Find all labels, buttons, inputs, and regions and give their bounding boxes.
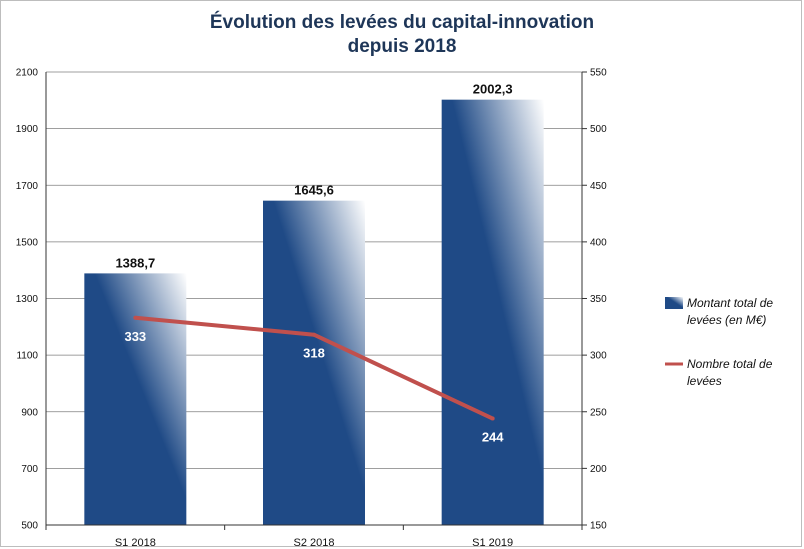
- y-left-tick-label: 2100: [16, 68, 39, 79]
- legend-bar-label-line-1: Montant total de: [687, 296, 773, 310]
- line-value-label: 333: [124, 329, 146, 344]
- x-category-label: S1 2019: [472, 537, 513, 548]
- y-right-tick-label: 150: [590, 521, 607, 532]
- legend: Montant total de levées (en M€) Nombre t…: [665, 296, 773, 388]
- chart-title-line-2: depuis 2018: [348, 36, 457, 57]
- bar-value-label: 1388,7: [115, 255, 155, 270]
- bar-value-label: 1645,6: [294, 183, 334, 198]
- line-point: [133, 315, 138, 320]
- chart-title-line-1: Évolution des levées du capital-innovati…: [210, 11, 594, 33]
- y-right-tick-label: 300: [590, 351, 607, 362]
- y-left-tick-label: 700: [21, 464, 38, 475]
- legend-bar-label-line-2: levées (en M€): [687, 313, 766, 327]
- y-left-tick-label: 1300: [16, 294, 39, 305]
- y-left-tick-label: 900: [21, 407, 38, 418]
- y-right-tick-label: 450: [590, 181, 607, 192]
- line-value-label: 318: [303, 346, 325, 361]
- y-right-tick-label: 550: [590, 68, 607, 79]
- y-left-tick-label: 1900: [16, 124, 39, 135]
- bar: [84, 273, 187, 525]
- y-right-tick-label: 400: [590, 237, 607, 248]
- y-right-tick-label: 200: [590, 464, 607, 475]
- line-series: [133, 315, 495, 421]
- axes: 5007009001100130015001700190021001502002…: [16, 68, 607, 549]
- line-value-label: 244: [482, 430, 504, 445]
- line-point: [490, 416, 495, 421]
- x-category-label: S2 2018: [294, 537, 335, 548]
- y-left-tick-label: 1700: [16, 181, 39, 192]
- line-point: [312, 332, 316, 337]
- bar-value-label: 2002,3: [473, 82, 513, 97]
- legend-bar-swatch: [665, 297, 683, 309]
- y-left-tick-label: 1500: [16, 237, 39, 248]
- bar: [441, 99, 544, 525]
- x-category-label: S1 2018: [115, 537, 156, 548]
- data-labels: 1388,7 1645,6 2002,3 333 318 244: [115, 82, 512, 445]
- y-right-tick-label: 250: [590, 407, 607, 418]
- legend-line-label-line-1: Nombre total de: [687, 357, 773, 371]
- y-left-tick-label: 1100: [16, 351, 38, 362]
- y-left-tick-label: 500: [21, 521, 38, 532]
- y-right-tick-label: 500: [590, 124, 607, 135]
- bars: [84, 99, 544, 526]
- y-right-tick-label: 350: [590, 294, 607, 305]
- bar: [263, 200, 365, 526]
- legend-line-label-line-2: levées: [687, 374, 722, 388]
